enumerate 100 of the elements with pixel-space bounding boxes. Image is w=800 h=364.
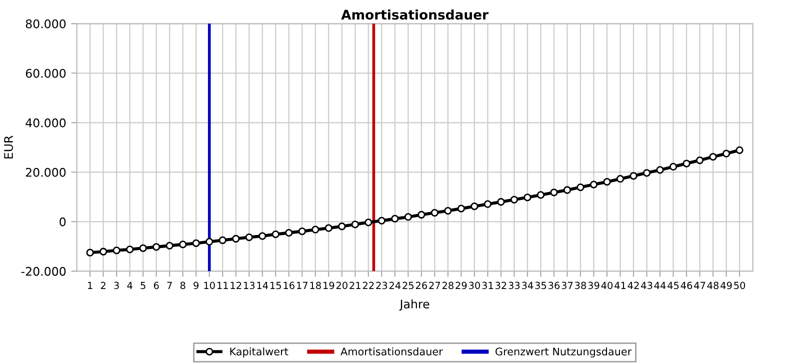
- point: [669, 162, 678, 171]
- point: [418, 210, 426, 219]
- x-tick-label: 25: [402, 282, 414, 290]
- x-tick-label: 20: [336, 282, 348, 290]
- point: [285, 228, 293, 237]
- point: [206, 238, 214, 246]
- point: [656, 166, 664, 174]
- x-tick-label: 35: [535, 282, 546, 290]
- x-tick-label: 48: [707, 282, 719, 290]
- x-tick-label: 17: [297, 282, 308, 289]
- x-tick-label: 31: [482, 282, 493, 290]
- x-tick-label: 27: [429, 282, 440, 289]
- x-tick-label: 36: [548, 282, 560, 290]
- x-tick-label: 43: [641, 282, 652, 290]
- legend-label: Kapitalwert: [230, 347, 288, 358]
- point: [351, 220, 359, 228]
- x-tick-label: 15: [270, 282, 281, 290]
- point: [378, 216, 386, 225]
- x-tick-label: 29: [456, 282, 467, 290]
- x-tick-label: 39: [588, 282, 600, 290]
- point: [298, 228, 306, 236]
- x-tick-label: 34: [522, 282, 534, 290]
- x-tick-label: 32: [496, 282, 506, 290]
- x-tick-label: 1: [88, 282, 92, 289]
- point: [576, 183, 584, 192]
- x-tick-label: 41: [614, 282, 626, 289]
- legend-label: Grenzwert Nutzungsdauer: [496, 347, 632, 358]
- x-tick-label: 26: [416, 282, 427, 290]
- x-tick-label: 12: [230, 282, 242, 289]
- point: [166, 242, 174, 250]
- x-tick-label: 9: [194, 282, 199, 290]
- chart-title: Amortisationsdauer: [341, 9, 488, 20]
- x-tick-label: 16: [284, 282, 294, 290]
- point: [563, 186, 572, 194]
- point: [192, 239, 200, 248]
- y-axis-title: EUR: [4, 136, 13, 158]
- x-tick-label: 23: [376, 282, 388, 290]
- point: [245, 233, 253, 242]
- point: [524, 194, 532, 202]
- y-tick-label: 40.000: [26, 118, 66, 128]
- x-tick-label: 2: [100, 282, 106, 289]
- x-tick-label: 18: [310, 282, 321, 290]
- point: [404, 213, 412, 221]
- x-tick-label: 11: [217, 282, 228, 289]
- point: [510, 196, 518, 204]
- point: [99, 248, 108, 256]
- x-tick-label: 10: [204, 282, 215, 290]
- point: [139, 244, 147, 252]
- x-tick-label: 28: [442, 282, 454, 290]
- x-tick-label: 3: [114, 282, 119, 290]
- x-tick-label: 8: [180, 282, 186, 290]
- x-tick-label: 40: [601, 282, 613, 290]
- x-tick-label: 45: [668, 282, 679, 290]
- point: [218, 236, 226, 244]
- point: [457, 204, 466, 212]
- point: [312, 226, 320, 234]
- point: [324, 224, 332, 232]
- x-tick-label: 24: [389, 282, 401, 289]
- x-tick-label: 38: [575, 282, 586, 290]
- x-tick-label: 46: [680, 282, 692, 290]
- x-tick-label: 4: [127, 282, 132, 289]
- point: [112, 246, 120, 254]
- x-tick-label: 13: [244, 282, 255, 290]
- x-tick-label: 21: [350, 282, 360, 289]
- x-tick-label: 44: [654, 282, 666, 289]
- point: [736, 146, 744, 154]
- y-tick-label: -20.000: [21, 266, 66, 276]
- point: [338, 222, 346, 230]
- x-tick-label: 49: [720, 282, 732, 290]
- point: [682, 160, 690, 168]
- point: [430, 208, 438, 217]
- point: [536, 191, 545, 199]
- x-tick-label: 19: [324, 282, 334, 290]
- x-tick-label: 42: [628, 282, 639, 289]
- point: [722, 150, 730, 158]
- x-tick-label: 22: [362, 282, 374, 289]
- point: [364, 218, 372, 226]
- point: [603, 178, 611, 186]
- x-tick-label: 6: [154, 282, 159, 290]
- x-tick-label: 30: [469, 282, 480, 290]
- point: [484, 200, 492, 208]
- point: [232, 234, 240, 243]
- point: [179, 240, 187, 248]
- point: [258, 232, 266, 240]
- point: [709, 153, 717, 161]
- point: [630, 172, 638, 180]
- x-tick-label: 5: [140, 282, 146, 290]
- point: [642, 169, 651, 177]
- y-tick-label: 20.000: [26, 168, 66, 177]
- point: [152, 243, 160, 251]
- x-tick-label: 7: [167, 282, 172, 289]
- point: [470, 202, 478, 210]
- point: [86, 248, 94, 256]
- point: [444, 206, 452, 215]
- point: [616, 175, 624, 183]
- point: [391, 214, 399, 223]
- x-tick-label: 50: [734, 282, 746, 290]
- y-tick-label: 0: [60, 217, 66, 226]
- point: [590, 180, 598, 188]
- point: [126, 246, 134, 254]
